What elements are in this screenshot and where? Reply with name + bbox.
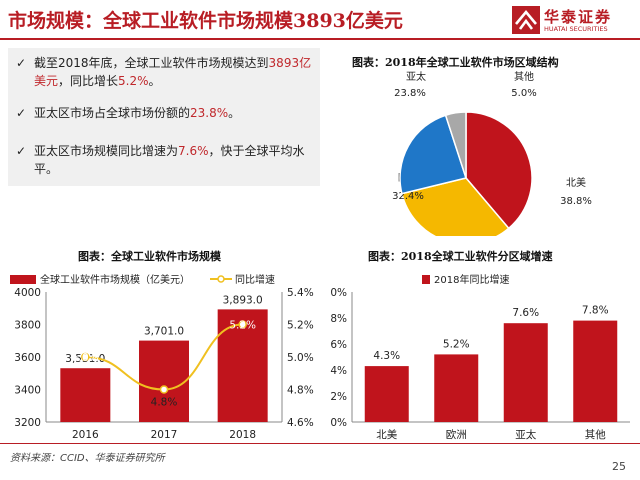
x-tick-label: 2018 <box>229 429 256 441</box>
growth-value-label: 5.2% <box>229 320 256 332</box>
y2-tick-label: 5.2% <box>287 320 314 332</box>
bar-value-label: 7.6% <box>512 307 539 319</box>
legend-label-line: 同比增速 <box>235 273 275 286</box>
pie-chart-title: 图表：2018年全球工业软件市场区域结构 <box>352 56 559 69</box>
pie-slice-value: 5.0% <box>511 88 536 99</box>
bullet-fragment: ，同比增长 <box>58 74 119 88</box>
pie-slice-name: 其他 <box>514 70 534 83</box>
x-tick-label: 其他 <box>585 428 606 441</box>
bullet-fragment: 。 <box>228 106 241 120</box>
y-tick-label: 2% <box>330 391 347 403</box>
bullet-fragment: 亚太区市场占全球市场份额的 <box>34 106 191 120</box>
logo-text: 华泰证券 <box>544 8 613 26</box>
bullet-fragment: 亚太区市场规模同比增速为 <box>34 144 179 158</box>
legend-label-bar: 2018年同比增速 <box>434 273 509 286</box>
bar-其他 <box>573 320 618 422</box>
legend-swatch-bar <box>10 275 36 284</box>
y-tick-label: 8% <box>330 313 347 325</box>
bullet-text: 亚太区市场规模同比增速为7.6%，快于全球平均水平。 <box>16 142 316 178</box>
check-icon: ✓ <box>16 106 27 120</box>
highlight-value: 23.8% <box>190 106 229 120</box>
y2-tick-label: 5.4% <box>287 287 314 299</box>
bullet-fragment: ，快于全球平均水平。 <box>34 144 305 176</box>
growth-point <box>81 352 90 362</box>
highlight-value: 7.6% <box>178 144 209 158</box>
y-tick-label: 3200 <box>14 417 41 429</box>
y2-tick-label: 5.0% <box>287 352 314 364</box>
y2-tick-label: 4.6% <box>287 417 314 429</box>
bar-value-label: 7.8% <box>582 305 609 317</box>
bar-2016 <box>60 368 111 422</box>
logo-mark-icon <box>512 6 540 34</box>
legend-label-bar: 全球工业软件市场规模（亿美元） <box>40 273 190 286</box>
y-tick-label: 4% <box>330 365 347 377</box>
bar-欧洲 <box>434 354 479 422</box>
bullet-fragment: 截至2018年底，全球工业软件市场规模达到 <box>34 56 269 70</box>
growth-point <box>238 320 247 329</box>
page-title: 市场规模：全球工业软件市场规模3893亿美元 <box>8 10 403 32</box>
pie-slice-3 <box>399 114 467 195</box>
bullet-item: ✓ 截至2018年底，全球工业软件市场规模达到3893亿美元，同比增长5.2%。 <box>16 54 316 90</box>
regional-growth-chart: 2018年同比增速 0% 2% 4% 6% 8% 10% 4.3% 北美 5.2% 欧洲 7.6% 亚太… <box>330 273 630 441</box>
y-tick-label: 6% <box>330 339 347 351</box>
check-icon: ✓ <box>16 144 27 158</box>
legend-marker-line <box>217 275 225 283</box>
logo-subtext: HUATAI SECURITIES <box>544 25 608 33</box>
bullet-text: 截至2018年底，全球工业软件市场规模达到3893亿美元，同比增长5.2%。 <box>16 54 316 90</box>
market-size-chart: 全球工业软件市场规模（亿美元） 同比增速 3200 3400 3600 3800 4000 4… <box>10 273 314 441</box>
y-tick-label: 3600 <box>14 352 41 364</box>
footer-divider <box>0 443 640 444</box>
bullet-item: ✓ 亚太区市场占全球市场份额的23.8%。 <box>16 104 316 122</box>
y-tick-label: 4000 <box>14 287 41 299</box>
y-tick-label: 3800 <box>14 320 41 332</box>
check-icon: ✓ <box>16 56 27 70</box>
pie-slice-2 <box>400 177 510 236</box>
bar-亚太 <box>503 323 548 422</box>
page-number: 25 <box>612 460 626 473</box>
pie-slice-4 <box>444 111 467 179</box>
highlight-value: 3893亿美元 <box>34 56 312 88</box>
source-note: 资料来源：CCID、华泰证券研究所 <box>10 453 165 464</box>
bar-value-label: 3,893.0 <box>223 294 263 306</box>
pie-slice-value: 32.4% <box>392 191 424 202</box>
growth-value-label: 4.8% <box>151 397 178 409</box>
combo-chart-title: 图表：全球工业软件市场规模 <box>78 250 221 263</box>
pie-slice-value: 38.8% <box>560 196 592 207</box>
pie-slice-1 <box>465 111 533 230</box>
bullet-text: 亚太区市场占全球市场份额的23.8%。 <box>16 104 316 122</box>
growth-value-label: 5.0% <box>72 352 99 364</box>
legend-swatch-bar <box>422 275 430 284</box>
bar-value-label: 4.3% <box>373 350 400 362</box>
bar-2017 <box>139 340 189 422</box>
bar-value-label: 3,701.0 <box>144 326 184 338</box>
highlight-value: 5.2% <box>118 74 149 88</box>
bullet-fragment: 。 <box>148 74 161 88</box>
x-tick-label: 北美 <box>376 428 397 441</box>
x-tick-label: 亚太 <box>515 428 536 441</box>
y-tick-label: 0% <box>330 417 347 429</box>
brand-logo: 华泰证券 HUATAI SECURITIES <box>512 4 636 36</box>
bullet-item: ✓ 亚太区市场规模同比增速为7.6%，快于全球平均水平。 <box>16 142 316 178</box>
key-points-box: ✓ 截至2018年底，全球工业软件市场规模达到3893亿美元，同比增长5.2%。… <box>8 48 320 186</box>
y-tick-label: 10% <box>330 287 347 299</box>
bar-北美 <box>364 366 409 422</box>
bar-value-label: 5.2% <box>443 338 470 350</box>
pie-slice-value: 23.8% <box>394 88 426 99</box>
y-tick-label: 3400 <box>14 385 41 397</box>
slide-header: 市场规模：全球工业软件市场规模3893亿美元 华泰证券 HUATAI SECUR… <box>0 0 640 40</box>
header-divider <box>0 38 640 40</box>
growth-chart-title: 图表：2018全球工业软件分区域增速 <box>368 250 553 263</box>
x-tick-label: 欧洲 <box>446 429 467 441</box>
growth-point <box>159 385 169 394</box>
pie-slice-name: 北美 <box>566 176 586 189</box>
pie-slice-name: 亚太 <box>406 70 426 83</box>
x-tick-label: 2016 <box>72 429 99 441</box>
y2-tick-label: 4.8% <box>287 385 314 397</box>
x-tick-label: 2017 <box>151 429 178 441</box>
